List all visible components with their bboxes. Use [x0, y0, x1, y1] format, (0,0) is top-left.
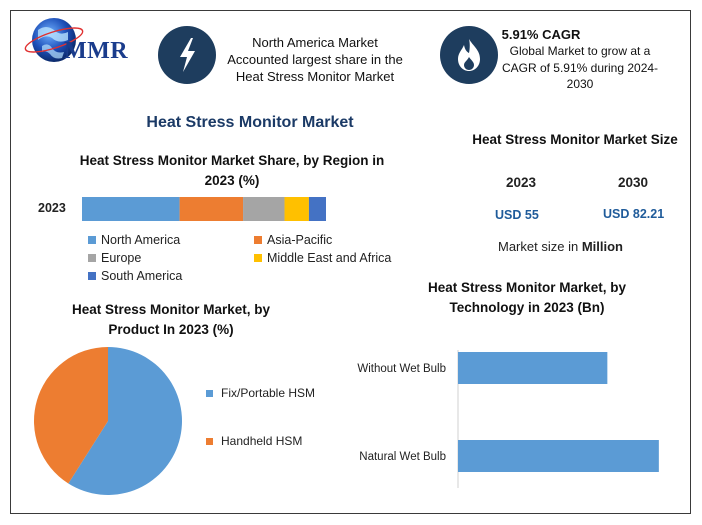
market-size-value-2030: USD 82.21: [603, 207, 665, 221]
region-chart: [82, 197, 326, 221]
market-size-note-unit: Million: [581, 239, 623, 254]
cagr-title: 5.91% CAGR: [501, 27, 581, 42]
logo-text: MMR: [64, 38, 129, 64]
infographic-frame: [10, 10, 691, 514]
legend-swatch: [254, 254, 262, 262]
market-size-note-prefix: Market size in: [498, 239, 582, 254]
info-cagr: Global Market to grow at a CAGR of 5.91%…: [501, 44, 659, 91]
market-size-year-2023: 2023: [506, 175, 537, 190]
legend-swatch: [206, 389, 213, 397]
legend-label: Asia-Pacific: [267, 233, 333, 247]
legend-swatch: [254, 236, 262, 244]
tech-category-label: Without Wet Bulb: [357, 363, 446, 375]
market-size-year-2030: 2030: [618, 175, 649, 190]
region-bar-segment-north-america: [82, 197, 180, 221]
technology-bar-chart: Without Wet Bulb Natural Wet Bulb: [357, 350, 659, 488]
region-bar-segment-asia-pacific: [179, 197, 244, 221]
legend-item-south-america: South America: [88, 269, 182, 283]
lightning-icon: [180, 38, 195, 72]
legend-swatch: [88, 272, 96, 280]
legend-item-europe: Europe: [88, 251, 141, 265]
legend-label: South America: [101, 269, 183, 283]
legend-item-handheld: Handheld HSM: [206, 434, 302, 448]
legend-item-asia-pacific: Asia-Pacific: [254, 233, 332, 247]
tech-bar-without-wet-bulb: [458, 352, 608, 384]
legend-label: Handheld HSM: [221, 434, 303, 448]
tech-category-label: Natural Wet Bulb: [359, 451, 446, 463]
legend-label: Fix/Portable HSM: [221, 386, 316, 400]
product-pie-chart: [33, 347, 182, 495]
mmr-logo: MMR: [18, 14, 146, 70]
legend-label: North America: [101, 233, 181, 247]
legend-label: Middle East and Africa: [267, 251, 392, 265]
legend-swatch: [206, 437, 213, 445]
legend-item-north-america: North America: [88, 233, 180, 247]
region-bar-segment-europe: [243, 197, 285, 221]
region-chart-title: Heat Stress Monitor Market Share, by Reg…: [79, 153, 385, 188]
region-chart-category: 2023: [38, 201, 66, 215]
market-size-title: Heat Stress Monitor Market Size: [472, 132, 678, 147]
main-title: Heat Stress Monitor Market: [146, 114, 354, 131]
legend-swatch: [88, 236, 96, 244]
market-size-note: Market size in Million: [498, 239, 623, 254]
legend-label: Europe: [101, 251, 142, 265]
lightning-badge: [158, 26, 216, 84]
legend-item-fix-portable: Fix/Portable HSM: [206, 386, 315, 400]
globe-icon: [24, 18, 84, 62]
region-bar-segment-middle-east-and-africa: [284, 197, 309, 221]
legend-swatch: [88, 254, 96, 262]
region-bar-segment-south-america: [308, 197, 326, 221]
technology-chart-title: Heat Stress Monitor Market, by Technolog…: [427, 280, 627, 315]
tech-bar-natural-wet-bulb: [458, 440, 659, 472]
pie-slice-handheld-hsm: [33, 347, 108, 484]
info-north-america: North America Market Accounted largest s…: [227, 35, 403, 84]
pie-slice-fix-portable-hsm: [68, 347, 182, 495]
flame-icon: [458, 39, 480, 71]
product-chart-title: Heat Stress Monitor Market, by Product I…: [71, 302, 271, 337]
flame-badge: [440, 26, 498, 84]
market-size-value-2023: USD 55: [495, 208, 539, 222]
legend-item-middle-east-africa: Middle East and Africa: [254, 251, 391, 265]
